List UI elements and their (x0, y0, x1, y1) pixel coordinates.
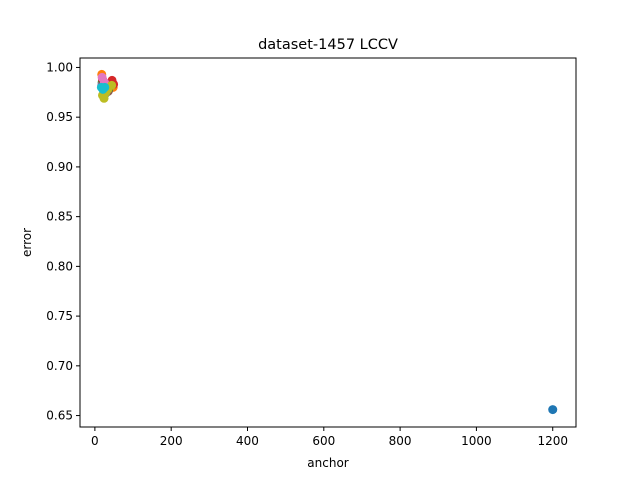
plot-frame (79, 57, 577, 428)
chart-title: dataset-1457 LCCV (258, 37, 398, 53)
x-tick-label: 600 (312, 434, 335, 448)
y-tick-label: 0.90 (46, 160, 73, 174)
y-tick-label: 0.95 (46, 110, 73, 124)
data-point (107, 80, 117, 90)
y-tick-label: 1.00 (46, 60, 73, 74)
data-point (548, 405, 558, 415)
x-tick-label: 800 (389, 434, 412, 448)
x-axis: 0 200 400 600 800 1000 1200 (91, 427, 568, 448)
x-tick-label: 400 (236, 434, 259, 448)
points-layer (96, 69, 558, 415)
y-tick-label: 0.70 (46, 359, 73, 373)
x-tick-label: 1200 (537, 434, 568, 448)
y-tick-label: 0.75 (46, 309, 73, 323)
y-tick-label: 0.80 (46, 259, 73, 273)
y-tick-label: 0.85 (46, 210, 73, 224)
data-point (100, 82, 110, 92)
y-tick-label: 0.65 (46, 409, 73, 423)
x-tick-label: 200 (160, 434, 183, 448)
x-axis-label: anchor (307, 456, 349, 470)
series-9 (96, 82, 110, 94)
y-axis: 0.65 0.70 0.75 0.80 0.85 0.90 0.95 1.00 (46, 60, 80, 423)
x-tick-label: 1000 (461, 434, 492, 448)
series-0 (98, 82, 558, 415)
y-axis-label: error (20, 228, 34, 257)
x-tick-label: 0 (91, 434, 99, 448)
